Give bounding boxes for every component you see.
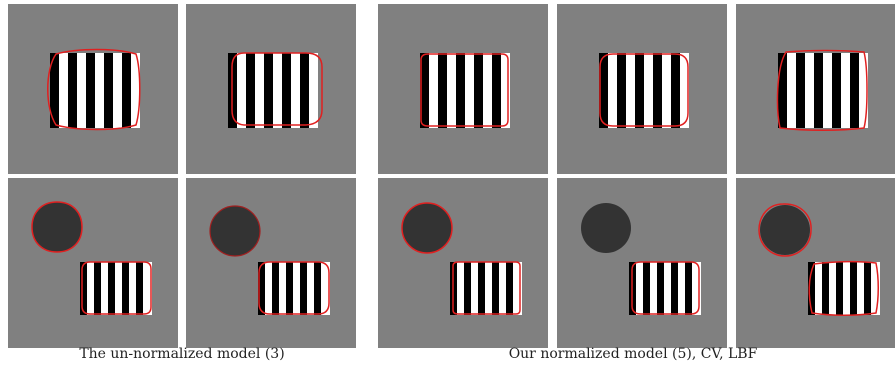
- disk-contour: [758, 203, 812, 257]
- segmentation-contour: [81, 261, 152, 315]
- disk-contour: [401, 202, 453, 254]
- dark-disk: [210, 206, 260, 256]
- panel-normalized-row1: [378, 4, 548, 174]
- stripes-image: [776, 49, 868, 131]
- dark-disk: [402, 203, 452, 253]
- disk-and-stripes-image: [581, 203, 701, 315]
- dark-disk: [581, 203, 631, 253]
- disk-contour: [209, 205, 261, 257]
- segmentation-contour: [258, 261, 330, 315]
- stripes-image: [599, 53, 689, 128]
- disk-and-stripes-image: [758, 203, 880, 316]
- panel-normalized-row2: [378, 178, 548, 348]
- dark-disk: [760, 205, 810, 255]
- disk-and-stripes-image: [31, 201, 152, 315]
- disk-contour: [31, 201, 83, 253]
- stripes-image: [47, 48, 141, 131]
- segmentation-contour: [631, 261, 700, 315]
- segmentation-contour: [452, 261, 521, 315]
- panel-cv-row2: [557, 178, 727, 348]
- segmentation-contour: [776, 49, 868, 131]
- segmentation-contour: [47, 48, 141, 131]
- stripes-image: [228, 52, 323, 128]
- caption-normalized-cv-lbf: Our normalized model (5), CV, LBF: [508, 346, 758, 362]
- panel-unnormalized-a-row1: [8, 4, 178, 174]
- caption-unnormalized: The un-normalized model (3): [79, 346, 285, 362]
- dark-disk: [32, 202, 82, 252]
- stripes-image: [420, 53, 510, 128]
- panel-lbf-row1: [736, 4, 895, 174]
- panel-lbf-row2: [736, 178, 895, 348]
- disk-and-stripes-image: [401, 202, 522, 315]
- panel-unnormalized-a-row2: [8, 178, 178, 348]
- panel-unnormalized-b-row1: [186, 4, 356, 174]
- segmentation-contour: [231, 52, 323, 126]
- segmentation-contour: [808, 260, 879, 316]
- segmentation-contour: [420, 53, 509, 127]
- panel-cv-row1: [557, 4, 727, 174]
- panel-unnormalized-b-row2: [186, 178, 356, 348]
- segmentation-contour: [599, 53, 689, 127]
- disk-and-stripes-image: [209, 205, 330, 315]
